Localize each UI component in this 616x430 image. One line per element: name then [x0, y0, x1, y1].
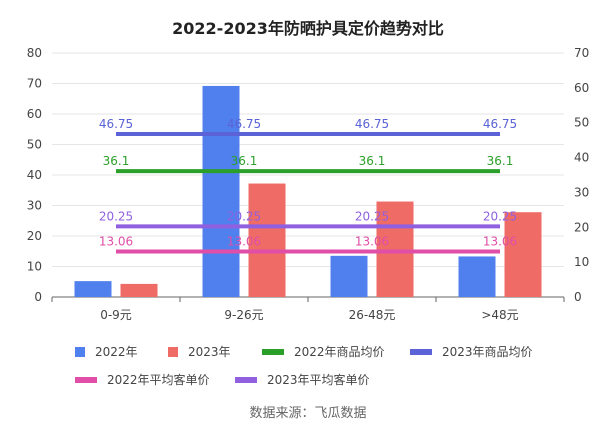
y-left-tick-label: 10: [27, 260, 42, 274]
y-left-tick-label: 30: [27, 199, 42, 213]
data-label-2022年平均客单价: 13.06: [227, 234, 261, 248]
legend-label: 2023年商品均价: [442, 345, 533, 359]
x-tick-label: 9-26元: [224, 308, 263, 322]
legend-swatch: [75, 346, 85, 357]
y-right-tick-label: 50: [574, 116, 589, 130]
legend-swatch: [75, 376, 97, 383]
x-tick-label: 26-48元: [349, 308, 396, 322]
bar-2023年-0-9元: [120, 283, 158, 297]
data-label-2022年商品均价: 36.1: [231, 154, 258, 168]
legend-label: 2022年平均客单价: [107, 373, 210, 387]
y-left-tick-label: 50: [27, 138, 42, 152]
bar-2022年-26-48元: [330, 255, 368, 297]
y-left-tick-label: 80: [27, 46, 42, 60]
y-left-tick-label: 70: [27, 77, 42, 91]
y-left-tick-label: 20: [27, 229, 42, 243]
data-label-2023年平均客单价: 20.25: [227, 209, 261, 223]
bar-2022年-0-9元: [74, 281, 112, 297]
data-label-2023年平均客单价: 20.25: [483, 209, 517, 223]
legend-item[interactable]: 2023年平均客单价: [235, 371, 370, 388]
x-tick-label: 0-9元: [100, 308, 132, 322]
legend-label: 2022年商品均价: [294, 345, 385, 359]
data-label-2022年平均客单价: 13.06: [355, 234, 389, 248]
data-label-2022年商品均价: 36.1: [103, 154, 130, 168]
chart-title: 2022-2023年防晒护具定价趋势对比: [172, 19, 444, 38]
bar-2023年->48元: [504, 212, 542, 297]
legend-swatch: [235, 376, 257, 383]
y-left-tick-label: 0: [34, 290, 42, 304]
legend-item[interactable]: 2022年平均客单价: [75, 371, 210, 388]
y-right-tick-label: 70: [574, 46, 589, 60]
legend-swatch: [262, 348, 284, 355]
legend-item[interactable]: 2022年: [75, 343, 138, 360]
legend-item[interactable]: 2022年商品均价: [262, 343, 385, 360]
bar-2023年-26-48元: [376, 201, 414, 297]
y-right-tick-label: 30: [574, 185, 589, 199]
data-label-2022年平均客单价: 13.06: [99, 234, 133, 248]
legend-swatch: [168, 346, 178, 357]
data-label-2023年平均客单价: 20.25: [355, 209, 389, 223]
data-label-2022年平均客单价: 13.06: [483, 234, 517, 248]
data-label-2023年商品均价: 46.75: [99, 117, 133, 131]
data-label-2023年商品均价: 46.75: [355, 117, 389, 131]
y-right-tick-label: 40: [574, 151, 589, 165]
y-right-tick-label: 10: [574, 255, 589, 269]
legend-item[interactable]: 2023年: [168, 343, 231, 360]
y-left-tick-label: 60: [27, 107, 42, 121]
legend-label: 2023年平均客单价: [267, 373, 370, 387]
data-label-2022年商品均价: 36.1: [359, 154, 386, 168]
legend-label: 2023年: [188, 345, 231, 359]
data-label-2023年平均客单价: 20.25: [99, 209, 133, 223]
data-label-2023年商品均价: 46.75: [227, 117, 261, 131]
y-left-tick-label: 40: [27, 168, 42, 182]
x-tick-label: >48元: [481, 308, 518, 322]
bar-2022年-9-26元: [202, 85, 240, 297]
legend-swatch: [410, 348, 432, 355]
y-right-tick-label: 0: [574, 290, 582, 304]
bar-2023年-9-26元: [248, 183, 286, 297]
y-right-tick-label: 60: [574, 81, 589, 95]
data-label-2022年商品均价: 36.1: [487, 154, 514, 168]
data-label-2023年商品均价: 46.75: [483, 117, 517, 131]
data-source: 数据来源：飞瓜数据: [249, 406, 367, 421]
y-right-tick-label: 20: [574, 220, 589, 234]
legend-item[interactable]: 2023年商品均价: [410, 343, 533, 360]
bar-2022年->48元: [458, 256, 496, 297]
legend-label: 2022年: [95, 345, 138, 359]
